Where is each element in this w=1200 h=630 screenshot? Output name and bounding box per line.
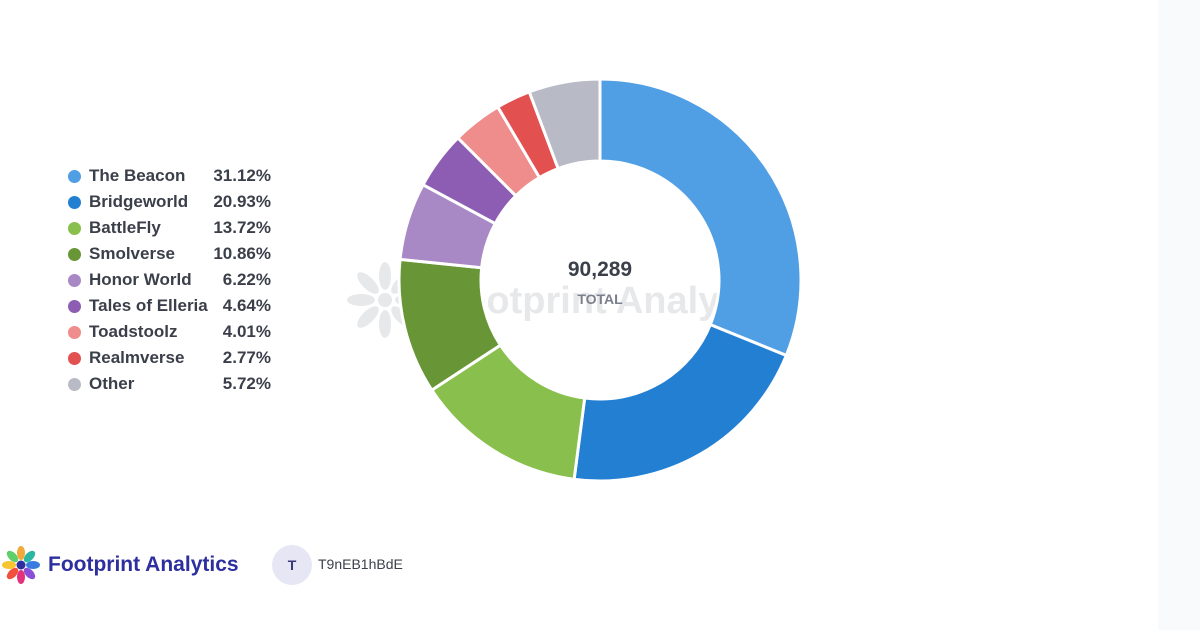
legend-item[interactable]: The Beacon 31.12% <box>68 163 288 189</box>
user-avatar[interactable]: T <box>272 545 312 585</box>
legend-value: 10.86% <box>213 244 271 263</box>
legend-item[interactable]: Smolverse 10.86% <box>68 241 288 267</box>
legend-value: 2.77% <box>222 348 271 367</box>
legend-color-dot <box>68 299 81 313</box>
donut-slices <box>397 77 803 483</box>
donut-slice-the-beacon[interactable] <box>598 77 803 358</box>
legend-label: Tales of Elleria <box>89 296 208 315</box>
legend-label: Other <box>89 374 135 393</box>
legend-color-dot <box>68 195 81 209</box>
brand-name: Footprint Analytics <box>48 553 239 576</box>
legend-label: Bridgeworld <box>89 192 189 211</box>
donut-chart: Footprint Analytics 90,289 TOTAL <box>347 77 803 483</box>
legend-label: Smolverse <box>89 244 175 263</box>
legend-item[interactable]: Toadstoolz 4.01% <box>68 319 288 345</box>
footer-brand[interactable]: Footprint Analytics <box>0 544 239 586</box>
legend-color-dot <box>68 221 81 235</box>
legend-value: 5.72% <box>222 374 271 393</box>
legend-value: 6.22% <box>222 270 271 289</box>
legend-item[interactable]: BattleFly 13.72% <box>68 215 288 241</box>
legend-label: Toadstoolz <box>89 322 178 341</box>
legend-item[interactable]: Other 5.72% <box>68 371 288 397</box>
legend-color-dot <box>68 377 81 391</box>
legend-label: Realmverse <box>89 348 185 367</box>
legend-color-dot <box>68 247 81 261</box>
total-label: TOTAL <box>577 291 623 307</box>
legend-value: 4.64% <box>222 296 271 315</box>
donut-slice-other[interactable] <box>527 77 602 171</box>
legend-label: BattleFly <box>89 218 161 237</box>
legend-color-dot <box>68 351 81 365</box>
legend-label: Honor World <box>89 270 192 289</box>
donut-slice-bridgeworld[interactable] <box>572 322 789 483</box>
legend-color-dot <box>68 325 81 339</box>
chart-legend: The Beacon 31.12% Bridgeworld 20.93% BattleF… <box>68 163 288 397</box>
user-id[interactable]: T9nEB1hBdE <box>318 556 403 572</box>
footprint-logo-icon <box>2 546 40 584</box>
side-panel-edge <box>1158 0 1200 630</box>
legend-color-dot <box>68 273 81 287</box>
legend-item[interactable]: Bridgeworld 20.93% <box>68 189 288 215</box>
legend-value: 31.12% <box>213 166 271 185</box>
legend-value: 20.93% <box>213 192 271 211</box>
legend-color-dot <box>68 169 81 183</box>
legend-item[interactable]: Honor World 6.22% <box>68 267 288 293</box>
legend-label: The Beacon <box>89 166 186 185</box>
total-value: 90,289 <box>568 258 632 281</box>
legend-item[interactable]: Tales of Elleria 4.64% <box>68 293 288 319</box>
legend-value: 4.01% <box>222 322 271 341</box>
legend-value: 13.72% <box>213 218 271 237</box>
legend-item[interactable]: Realmverse 2.77% <box>68 345 288 371</box>
